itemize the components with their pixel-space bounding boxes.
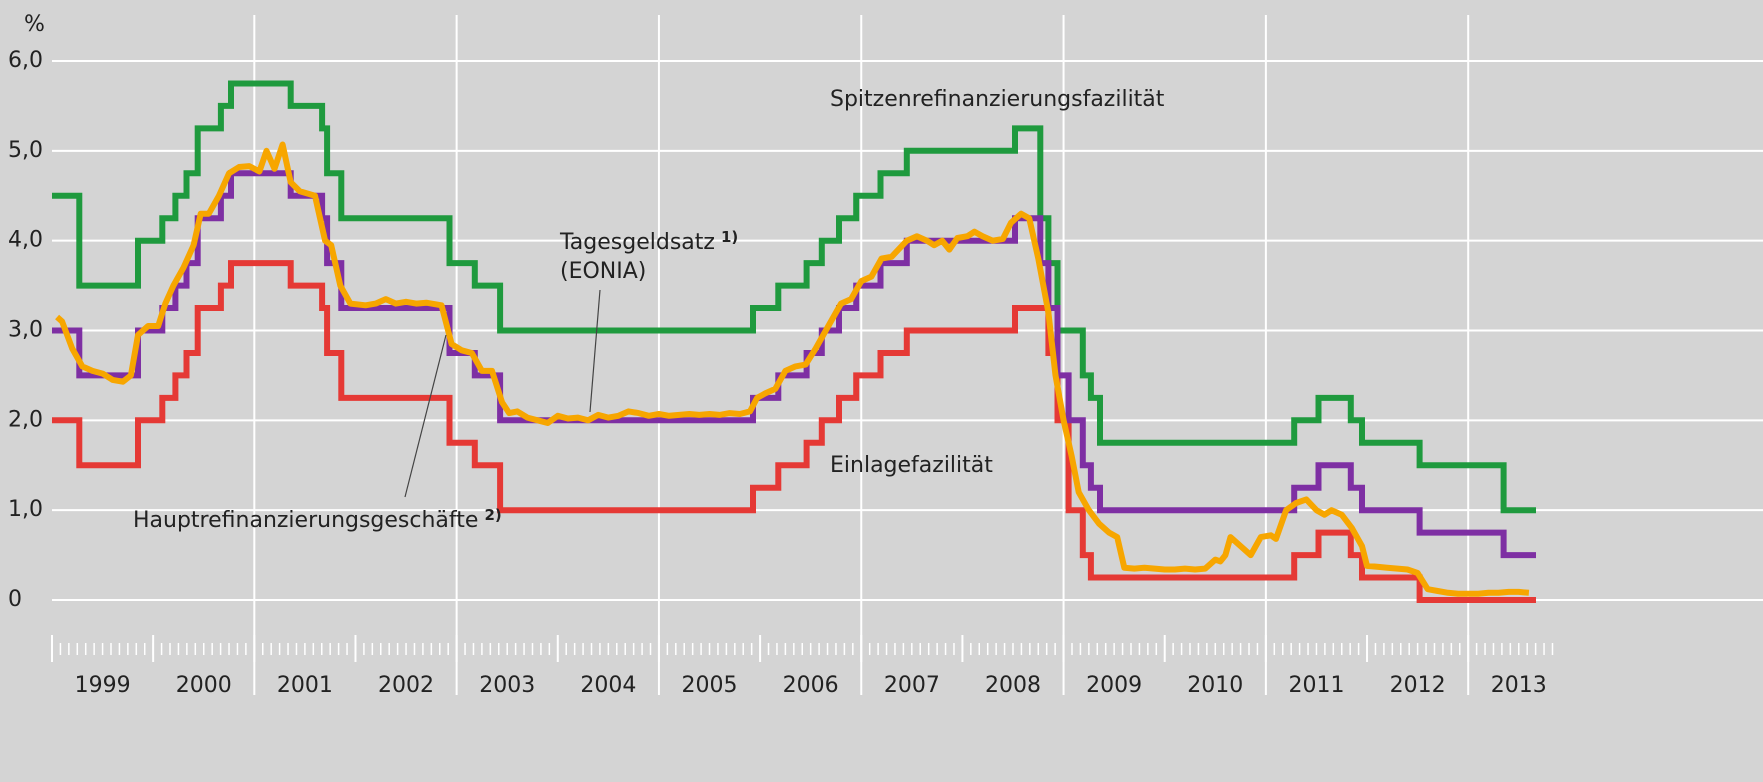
x-tick-label: 1999	[75, 673, 131, 698]
series-label: Einlagefazilität	[830, 453, 993, 478]
x-tick-label: 2001	[277, 673, 333, 698]
x-tick-label: 2000	[176, 673, 232, 698]
x-tick-label: 2005	[682, 673, 738, 698]
labels: Spitzenrefinanzierungsfazilität Einlagefa…	[133, 87, 1165, 533]
x-tick-label: 2012	[1390, 673, 1446, 698]
y-axis-label: %	[24, 12, 45, 37]
y-tick-label: 4,0	[8, 228, 43, 253]
x-tick-label: 2002	[378, 673, 434, 698]
series-line	[55, 141, 1530, 597]
footnote-marker: 2)	[484, 506, 501, 524]
x-tick-label: 2007	[884, 673, 940, 698]
x-tick-label: 2003	[479, 673, 535, 698]
y-tick-label: 2,0	[8, 407, 43, 432]
series-line	[52, 80, 1536, 514]
x-tick-label: 2004	[580, 673, 636, 698]
series-name: Hauptrefinanzierungsgeschäfte	[133, 508, 478, 533]
y-tick-label: 0	[8, 587, 22, 612]
series-subname: (EONIA)	[560, 259, 646, 284]
x-tick-label: 2008	[985, 673, 1041, 698]
series-label: Hauptrefinanzierungsgeschäfte 2)	[133, 506, 502, 534]
x-tick-label: 2013	[1491, 673, 1547, 698]
series-label: Spitzenrefinanzierungsfazilität	[830, 87, 1165, 112]
x-tick-label: 2009	[1086, 673, 1142, 698]
y-tick-label: 1,0	[8, 497, 43, 522]
y-tick-label: 3,0	[8, 318, 43, 343]
series-label: Tagesgeldsatz 1)	[559, 228, 738, 256]
leader-line	[404, 334, 447, 498]
footnote-marker: 1)	[721, 228, 738, 246]
x-tick-label: 2011	[1288, 673, 1344, 698]
x-tick-label: 2010	[1187, 673, 1243, 698]
series-name: Tagesgeldsatz	[559, 230, 715, 255]
series-name: Einlagefazilität	[830, 453, 993, 478]
y-tick-label: 6,0	[8, 48, 43, 73]
lines	[52, 80, 1536, 603]
y-tick-label: 5,0	[8, 138, 43, 163]
series-name: Spitzenrefinanzierungsfazilität	[830, 87, 1165, 112]
series-line	[52, 260, 1536, 603]
x-tick-label: 2006	[783, 673, 839, 698]
leader-line	[589, 289, 601, 413]
